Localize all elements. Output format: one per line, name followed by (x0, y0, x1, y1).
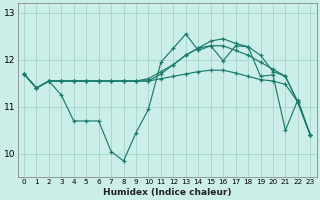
X-axis label: Humidex (Indice chaleur): Humidex (Indice chaleur) (103, 188, 231, 197)
